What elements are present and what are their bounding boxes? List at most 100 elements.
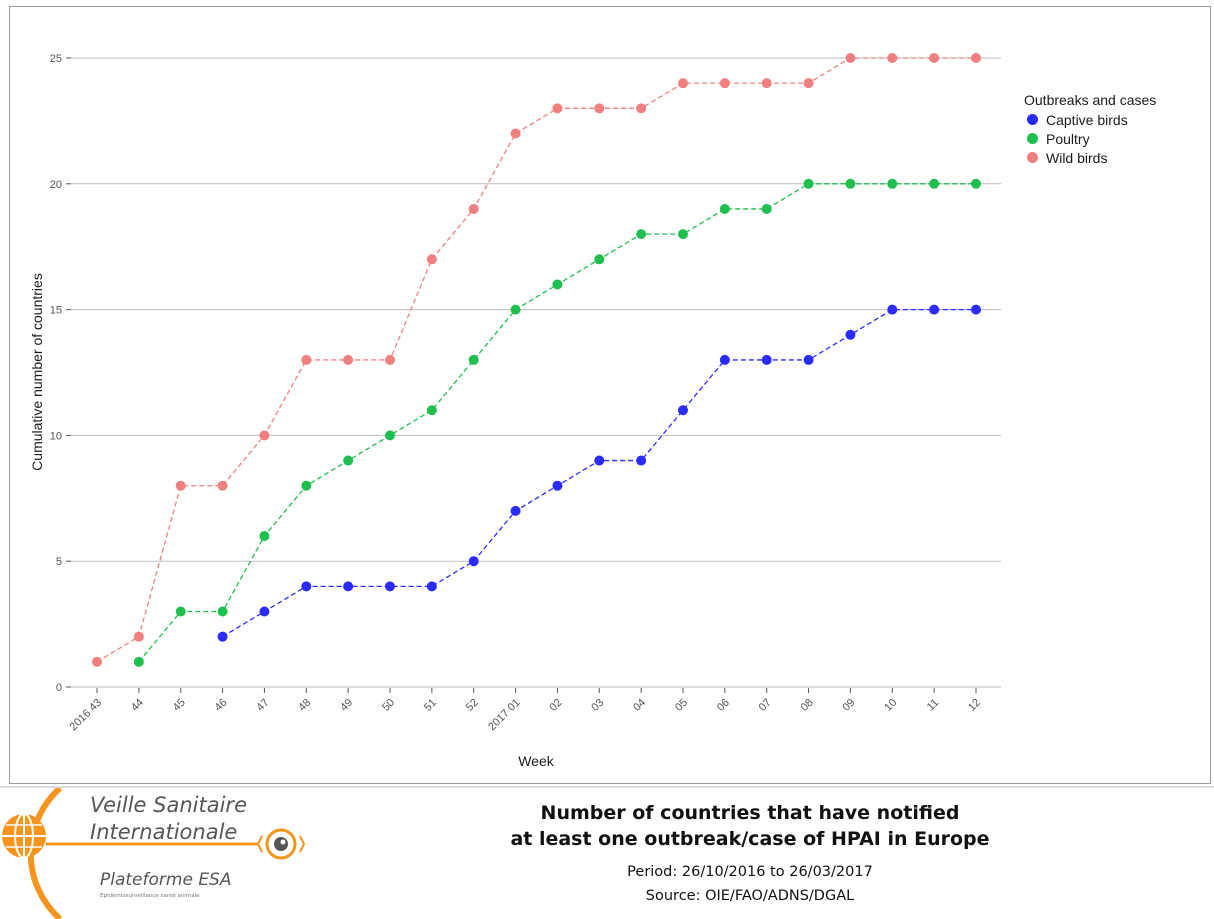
legend-marker-0 [1027,114,1038,125]
divider [0,786,1214,788]
logo-line-4: Epidémiosurveillance santé animale [100,892,200,899]
data-point-2-9 [468,203,479,214]
data-point-2-17 [803,78,814,89]
series-1 [133,178,981,667]
data-point-2-1 [133,631,144,642]
data-point-2-12 [594,103,605,114]
data-point-0-9 [468,556,479,567]
legend: Outbreaks and cases Captive birds Poultry… [1024,92,1156,167]
data-point-1-15 [719,203,730,214]
series-0 [217,304,981,642]
data-point-2-4 [259,430,270,441]
legend-title: Outbreaks and cases [1024,92,1157,108]
y-tick-label-25: 25 [50,53,62,65]
data-point-0-6 [343,581,354,592]
y-tick-label-15: 15 [50,305,62,317]
data-point-0-19 [887,304,898,315]
data-point-1-11 [552,279,563,290]
x-tick-label-2: 45 [171,697,188,714]
series-line-2 [96,57,976,663]
y-tick-label-0: 0 [56,682,62,694]
eye-icon [256,828,306,860]
data-point-2-14 [678,78,688,89]
data-point-0-21 [971,304,981,315]
y-tick-label-5: 5 [56,556,62,568]
x-tick-label-20: 11 [925,697,942,714]
data-point-1-7 [385,430,395,441]
x-tick-label-12: 03 [589,697,606,714]
data-point-1-10 [510,304,521,315]
data-point-2-19 [887,53,898,63]
data-point-1-17 [803,178,814,189]
legend-marker-2 [1027,152,1038,163]
data-point-0-14 [678,405,688,416]
data-point-0-13 [636,455,647,466]
data-point-0-8 [426,581,437,592]
data-point-2-0 [92,656,102,667]
data-point-0-17 [803,354,814,365]
y-axis-ticks: 0 5 10 15 20 25 [50,53,71,694]
data-point-1-4 [259,531,270,542]
series-line-1 [138,183,976,663]
data-point-2-2 [175,480,186,491]
x-tick-label-1: 44 [129,697,146,714]
logo-line-2: Internationale [90,820,237,844]
data-point-2-21 [971,53,981,63]
x-tick-label-0: 2016 43 [68,697,105,734]
data-point-1-3 [217,606,228,617]
data-point-2-6 [343,354,354,365]
data-point-2-16 [761,78,772,89]
legend-item-0: Captive birds [1024,110,1156,129]
x-tick-label-16: 07 [757,697,774,714]
data-point-0-12 [594,455,605,466]
data-point-1-2 [175,606,186,617]
x-tick-label-14: 05 [673,697,690,714]
x-tick-label-18: 09 [840,697,857,714]
data-point-1-16 [761,203,772,214]
data-point-0-15 [719,354,730,365]
data-point-0-4 [259,606,270,617]
x-tick-label-3: 46 [213,697,230,714]
data-point-0-5 [301,581,312,592]
x-tick-label-9: 52 [464,697,481,714]
footer-title-line-1: Number of countries that have notified [540,802,960,824]
data-point-0-10 [510,505,521,516]
x-tick-label-4: 47 [254,697,271,714]
x-tick-label-6: 49 [338,697,355,714]
data-point-2-11 [552,103,563,114]
footer-title: Number of countries that have notified a… [470,800,1030,852]
x-tick-label-19: 10 [882,697,899,714]
globe-icon [2,813,46,859]
data-point-1-8 [426,405,437,416]
data-point-2-5 [301,354,312,365]
x-tick-label-21: 12 [966,697,983,714]
data-point-2-3 [217,480,228,491]
chart-frame [9,6,1211,784]
footer-period: Period: 26/10/2016 to 26/03/2017 [627,864,873,880]
x-axis-ticks: 2016 43 44 45 46 47 48 49 50 51 52 2017 01 02 03 04 05… [68,688,983,734]
series-2 [92,53,981,667]
data-point-2-20 [929,53,940,63]
legend-item-1: Poultry [1024,129,1156,148]
y-tick-label-10: 10 [50,430,62,442]
x-tick-label-5: 48 [296,697,313,714]
legend-item-2: Wild birds [1024,148,1156,167]
legend-label-0: Captive birds [1046,111,1128,128]
y-tick-label-20: 20 [50,179,62,191]
x-tick-label-17: 08 [799,697,816,714]
data-point-0-16 [761,354,772,365]
data-point-1-6 [343,455,354,466]
x-axis-title: Week [518,753,555,769]
data-point-1-14 [678,229,688,240]
footer-source: Source: OIE/FAO/ADNS/DGAL [645,888,855,904]
data-point-1-19 [887,178,898,189]
data-point-0-11 [552,480,563,491]
data-point-1-12 [594,254,605,265]
legend-marker-1 [1027,133,1038,144]
data-point-2-15 [719,78,730,89]
x-tick-label-7: 50 [380,697,397,714]
y-axis-title: Cumulative number of countries [29,273,45,471]
legend-label-1: Poultry [1046,130,1090,147]
x-tick-label-10: 2017 01 [486,697,523,734]
legend-items: Captive birds Poultry Wild birds [1024,110,1156,167]
